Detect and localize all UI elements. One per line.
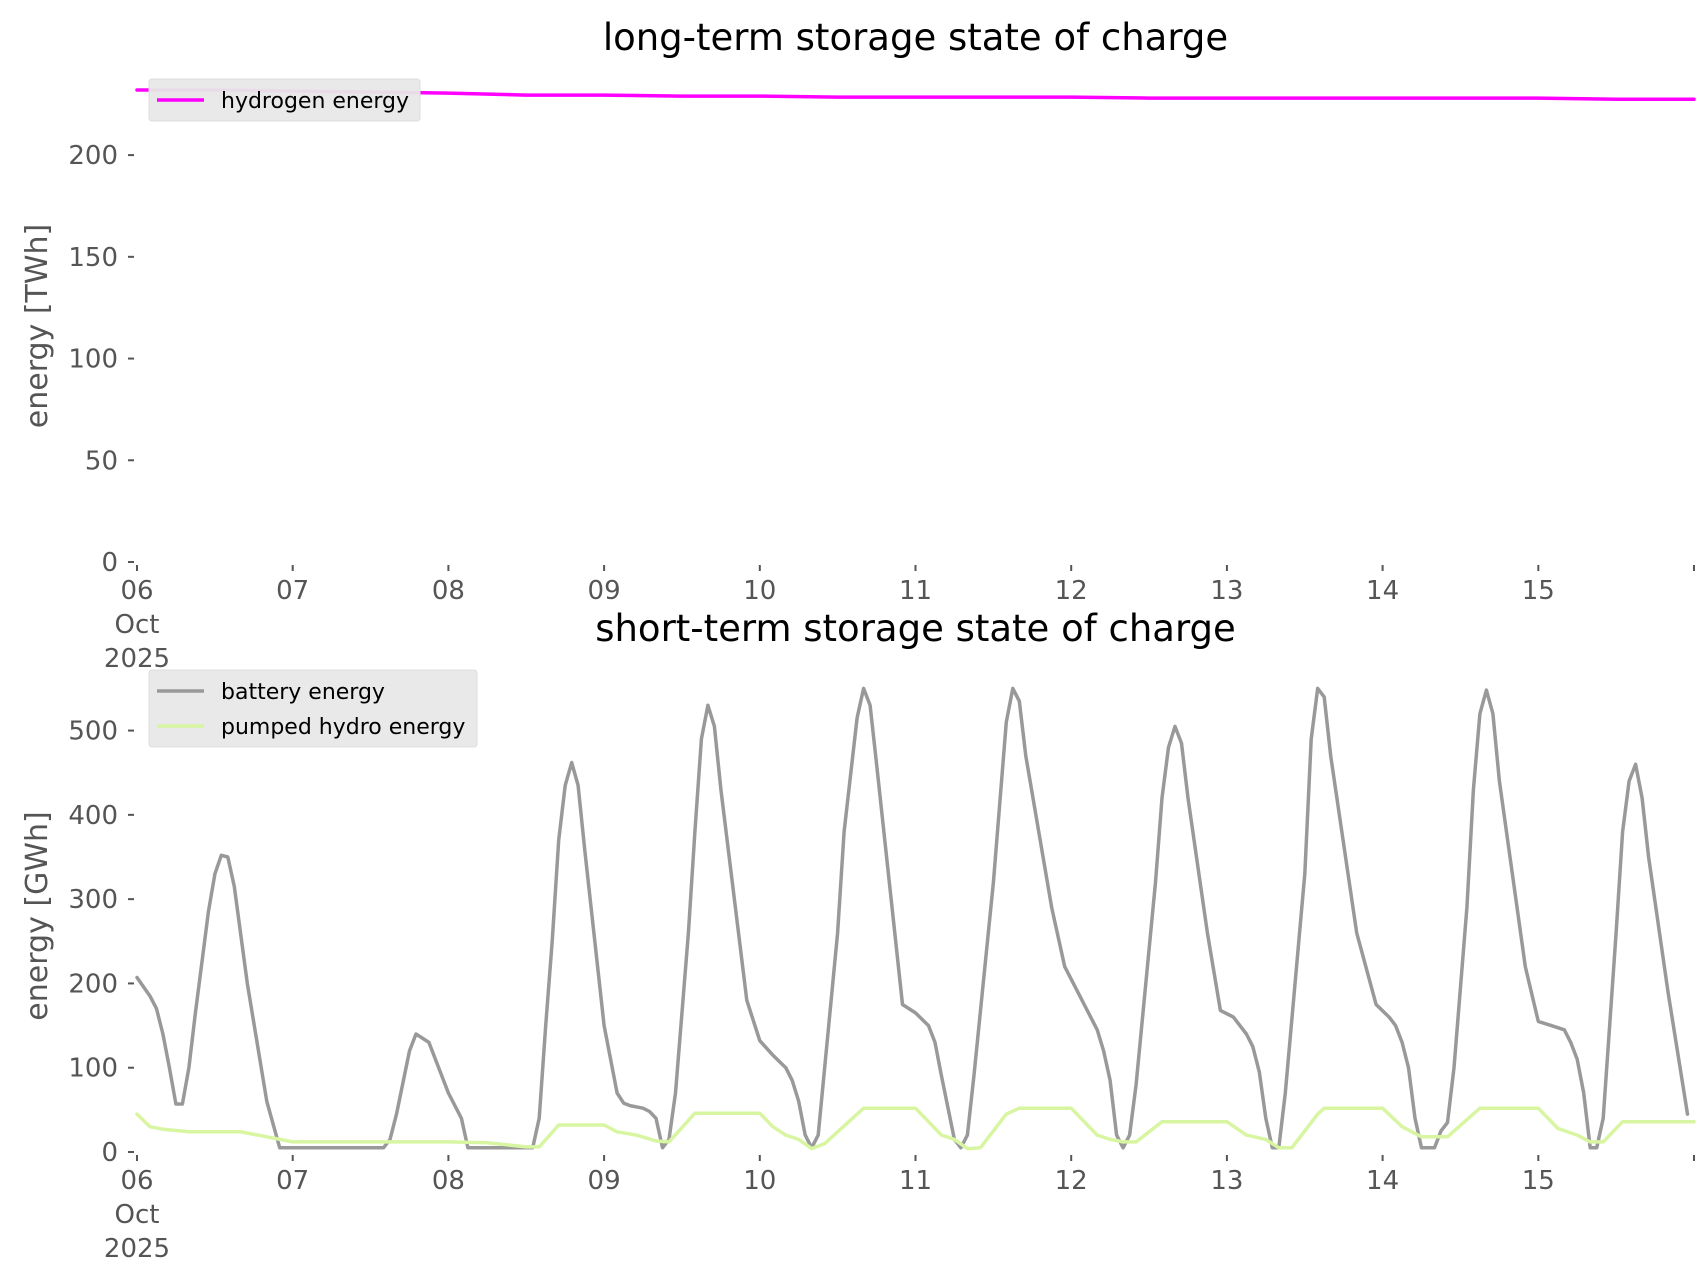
series-line-battery-energy	[135, 686, 1690, 1150]
x-tick-label: 08	[432, 576, 465, 606]
chart-title: short-term storage state of charge	[595, 607, 1236, 650]
x-tick-label: 07	[276, 1166, 309, 1196]
x-tick-label: 06	[120, 576, 153, 606]
x-tick-label: 09	[588, 576, 621, 606]
y-tick-label: 50	[85, 446, 118, 476]
x-tick-label: 13	[1210, 1166, 1243, 1196]
x-tick-label: 07	[276, 576, 309, 606]
x-tick-label: 06	[120, 1166, 153, 1196]
series-line-pumped-hydro-energy	[135, 1106, 1696, 1151]
legend-box	[148, 669, 478, 748]
x-tick-label: 2025	[104, 1234, 170, 1264]
chart-1: long-term storage state of charge energy …	[20, 16, 1696, 674]
y-axis-label: energy [GWh]	[20, 811, 55, 1020]
chart-title: long-term storage state of charge	[603, 16, 1228, 59]
x-tick-label: Oct	[115, 610, 160, 640]
legend: hydrogen energy	[148, 78, 421, 122]
x-tick-label: 14	[1366, 576, 1399, 606]
x-tick-label: Oct	[115, 1200, 160, 1230]
y-tick-label: 400	[68, 801, 118, 831]
legend-label: hydrogen energy	[221, 89, 409, 114]
x-tick-label: 14	[1366, 1166, 1399, 1196]
y-axis-label: energy [TWh]	[20, 224, 55, 428]
x-tick-label: 13	[1210, 576, 1243, 606]
x-tick-label: 15	[1522, 576, 1555, 606]
x-tick-label: 2025	[104, 644, 170, 674]
legend-label: pumped hydro energy	[221, 715, 465, 740]
x-tick-label: 12	[1055, 1166, 1088, 1196]
y-tick-label: 200	[68, 969, 118, 999]
x-tick-label: 11	[899, 576, 932, 606]
x-tick-label: 10	[743, 1166, 776, 1196]
y-tick-label: 150	[68, 243, 118, 273]
y-tick-label: 300	[68, 885, 118, 915]
y-tick-label: 0	[101, 548, 118, 578]
y-tick-label: 500	[68, 717, 118, 747]
y-tick-label: 200	[68, 141, 118, 171]
x-tick-label: 11	[899, 1166, 932, 1196]
legend-label: battery energy	[221, 680, 385, 705]
legend: battery energy pumped hydro energy	[148, 669, 478, 748]
y-tick-label: 0	[101, 1138, 118, 1168]
legend-box	[148, 78, 421, 122]
x-tick-label: 08	[432, 1166, 465, 1196]
y-tick-label: 100	[68, 345, 118, 375]
x-tick-label: 12	[1055, 576, 1088, 606]
x-tick-label: 15	[1522, 1166, 1555, 1196]
chart-2: short-term storage state of charge energy…	[20, 607, 1696, 1264]
x-tick-label: 10	[743, 576, 776, 606]
y-tick-label: 100	[68, 1054, 118, 1084]
x-tick-label: 09	[588, 1166, 621, 1196]
